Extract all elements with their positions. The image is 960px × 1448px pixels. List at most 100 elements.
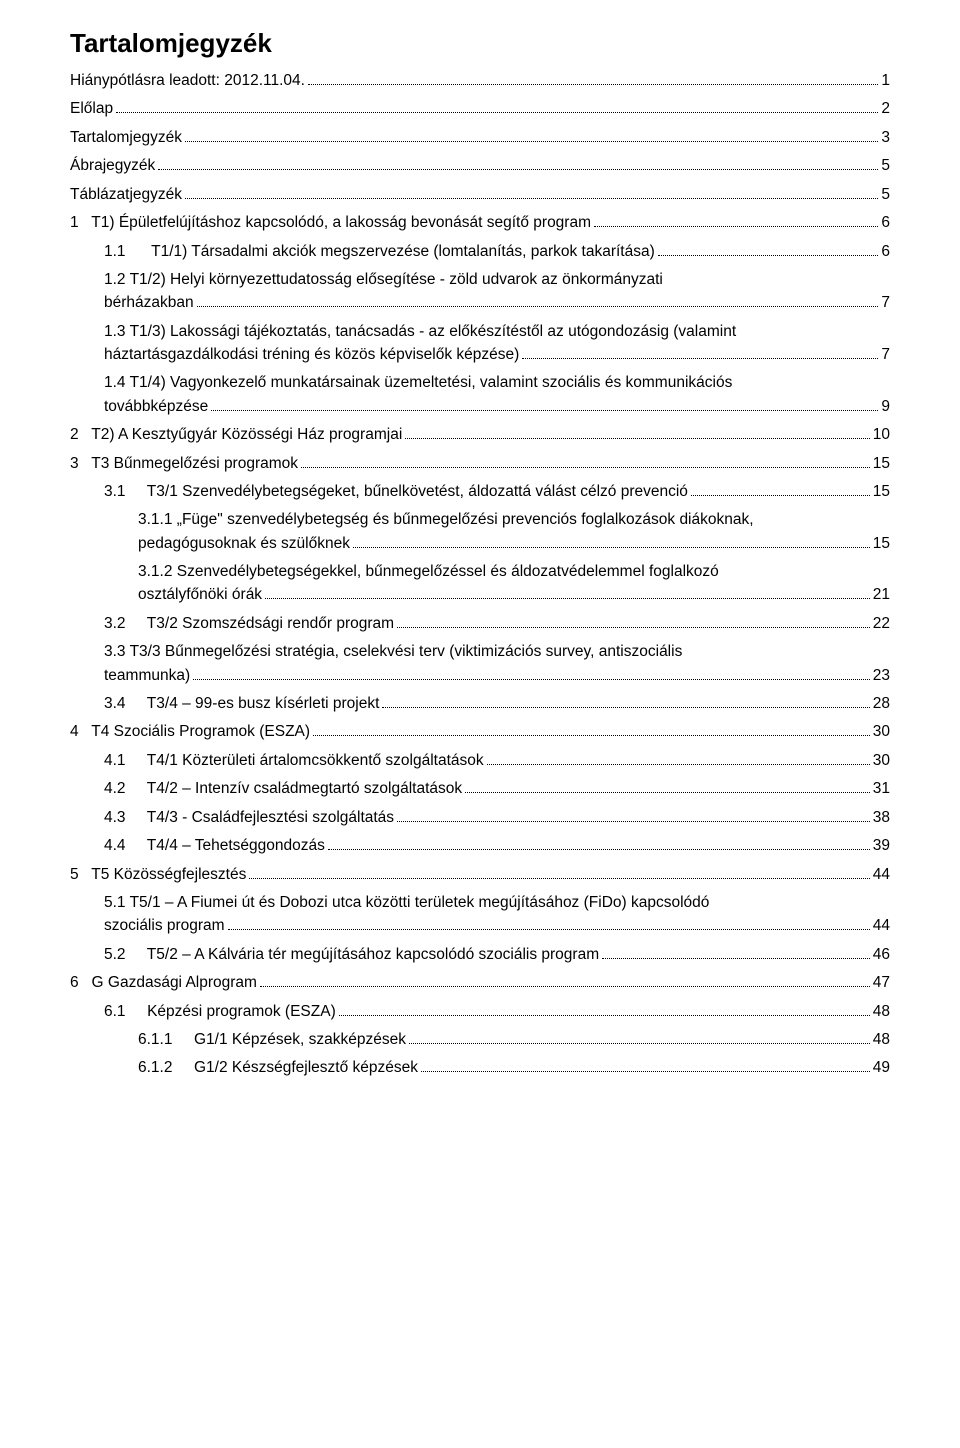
toc-entry-label: 3.4 T3/4 – 99-es busz kísérleti projekt	[104, 692, 379, 715]
toc-page-number: 1	[881, 69, 890, 92]
toc-page-number: 48	[873, 1028, 890, 1051]
toc-entry[interactable]: 1.4 T1/4) Vagyonkezelő munkatársainak üz…	[70, 371, 890, 418]
toc-page-number: 2	[881, 97, 890, 120]
toc-entry[interactable]: 5.2 T5/2 – A Kálvária tér megújításához …	[70, 943, 890, 966]
toc-leader	[265, 585, 870, 599]
toc-page-number: 44	[873, 914, 890, 937]
toc-entry-label: 1.3 T1/3) Lakossági tájékoztatás, tanács…	[104, 320, 890, 343]
toc-entry[interactable]: 4.2 T4/2 – Intenzív családmegtartó szolg…	[70, 777, 890, 800]
toc-page-number: 28	[873, 692, 890, 715]
toc-leader	[353, 534, 870, 548]
toc-entry[interactable]: 4.4 T4/4 – Tehetséggondozás 39	[70, 834, 890, 857]
toc-page-number: 48	[873, 1000, 890, 1023]
toc-entry-label: 1 T1) Épületfelújításhoz kapcsolódó, a l…	[70, 211, 591, 234]
toc-entry-label: 3.3 T3/3 Bűnmegelőzési stratégia, cselek…	[104, 640, 890, 663]
toc-entry-label: 1.2 T1/2) Helyi környezettudatosság elős…	[104, 268, 890, 291]
toc-page-number: 30	[873, 749, 890, 772]
toc-entry[interactable]: 6.1.1 G1/1 Képzések, szakképzések48	[70, 1028, 890, 1051]
toc-leader	[465, 779, 870, 793]
toc-page-number: 23	[873, 664, 890, 687]
toc-entry[interactable]: 3.2 T3/2 Szomszédsági rendőr program22	[70, 612, 890, 635]
toc-entry[interactable]: 6.1.2 G1/2 Készségfejlesztő képzések 49	[70, 1056, 890, 1079]
toc-entry-label: Előlap	[70, 97, 113, 120]
toc-entry[interactable]: Előlap 2	[70, 97, 890, 120]
toc-entry-label: továbbképzése	[104, 395, 208, 418]
toc-container: Hiánypótlásra leadott: 2012.11.04. 1 Előla…	[70, 69, 890, 1080]
toc-entry[interactable]: 3 T3 Bűnmegelőzési programok 15	[70, 452, 890, 475]
toc-page-number: 49	[873, 1056, 890, 1079]
toc-leader	[405, 425, 869, 439]
toc-page-number: 6	[881, 211, 890, 234]
toc-entry[interactable]: 5 T5 Közösségfejlesztés 44	[70, 863, 890, 886]
toc-leader	[487, 751, 870, 765]
toc-page-number: 15	[873, 452, 890, 475]
toc-leader	[260, 973, 870, 987]
toc-page-number: 39	[873, 834, 890, 857]
toc-entry[interactable]: 6 G Gazdasági Alprogram 47	[70, 971, 890, 994]
toc-entry-label: Táblázatjegyzék	[70, 183, 182, 206]
toc-entry-label: szociális program	[104, 914, 225, 937]
toc-leader	[301, 454, 870, 468]
toc-leader	[339, 1002, 870, 1016]
toc-entry-label: 4.4 T4/4 – Tehetséggondozás	[104, 834, 325, 857]
toc-leader	[691, 482, 870, 496]
toc-entry[interactable]: 4 T4 Szociális Programok (ESZA) 30	[70, 720, 890, 743]
toc-entry[interactable]: 2 T2) A Kesztyűgyár Közösségi Ház progra…	[70, 423, 890, 446]
toc-entry[interactable]: 1 T1) Épületfelújításhoz kapcsolódó, a l…	[70, 211, 890, 234]
toc-leader	[249, 865, 869, 879]
toc-entry-label: 5.1 T5/1 – A Fiumei út és Dobozi utca kö…	[104, 891, 890, 914]
toc-entry[interactable]: 1.2 T1/2) Helyi környezettudatosság elős…	[70, 268, 890, 315]
toc-entry[interactable]: 3.1.1 „Füge" szenvedélybetegség és bűnme…	[70, 508, 890, 555]
toc-entry-label: 3.2 T3/2 Szomszédsági rendőr program	[104, 612, 394, 635]
toc-entry-label: 4.2 T4/2 – Intenzív családmegtartó szolg…	[104, 777, 462, 800]
toc-leader	[328, 836, 870, 850]
toc-entry[interactable]: 5.1 T5/1 – A Fiumei út és Dobozi utca kö…	[70, 891, 890, 938]
toc-entry-label: 6.1 Képzési programok (ESZA)	[104, 1000, 336, 1023]
toc-entry[interactable]: 3.4 T3/4 – 99-es busz kísérleti projekt 2…	[70, 692, 890, 715]
toc-page-number: 38	[873, 806, 890, 829]
toc-entry-label: 6.1.2 G1/2 Készségfejlesztő képzések	[138, 1056, 418, 1079]
toc-page-number: 44	[873, 863, 890, 886]
toc-entry-label: bérházakban	[104, 291, 194, 314]
toc-page-number: 47	[873, 971, 890, 994]
toc-entry[interactable]: 6.1 Képzési programok (ESZA) 48	[70, 1000, 890, 1023]
toc-entry[interactable]: Táblázatjegyzék5	[70, 183, 890, 206]
toc-entry[interactable]: 3.3 T3/3 Bűnmegelőzési stratégia, cselek…	[70, 640, 890, 687]
toc-entry-label: Tartalomjegyzék	[70, 126, 182, 149]
toc-entry-label: Ábrajegyzék	[70, 154, 155, 177]
toc-page-number: 9	[881, 395, 890, 418]
toc-entry-label: 3 T3 Bűnmegelőzési programok	[70, 452, 298, 475]
toc-entry-label: 5.2 T5/2 – A Kálvária tér megújításához …	[104, 943, 599, 966]
toc-leader	[594, 213, 878, 227]
toc-entry[interactable]: 3.1.2 Szenvedélybetegségekkel, bűnmegelő…	[70, 560, 890, 607]
toc-entry-label: 6 G Gazdasági Alprogram	[70, 971, 257, 994]
toc-leader	[158, 156, 878, 170]
toc-page-number: 31	[873, 777, 890, 800]
toc-entry[interactable]: 1.3 T1/3) Lakossági tájékoztatás, tanács…	[70, 320, 890, 367]
toc-entry[interactable]: Hiánypótlásra leadott: 2012.11.04. 1	[70, 69, 890, 92]
toc-page-number: 15	[873, 532, 890, 555]
toc-page-number: 6	[881, 240, 890, 263]
toc-entry-label: 4.3 T4/3 - Családfejlesztési szolgáltatá…	[104, 806, 394, 829]
toc-leader	[313, 722, 870, 736]
toc-leader	[185, 185, 878, 199]
toc-entry-label: 1.1 T1/1) Társadalmi akciók megszervezés…	[104, 240, 655, 263]
toc-page-number: 15	[873, 480, 890, 503]
toc-entry[interactable]: Ábrajegyzék5	[70, 154, 890, 177]
toc-page-number: 30	[873, 720, 890, 743]
toc-entry[interactable]: 1.1 T1/1) Társadalmi akciók megszervezés…	[70, 240, 890, 263]
toc-entry-label: 4.1 T4/1 Közterületi ártalomcsökkentő sz…	[104, 749, 484, 772]
toc-entry[interactable]: 4.3 T4/3 - Családfejlesztési szolgáltatá…	[70, 806, 890, 829]
toc-leader	[397, 808, 870, 822]
toc-entry[interactable]: 3.1 T3/1 Szenvedélybetegségeket, bűnelkö…	[70, 480, 890, 503]
toc-entry-label: 4 T4 Szociális Programok (ESZA)	[70, 720, 310, 743]
toc-entry-label: osztályfőnöki órák	[138, 583, 262, 606]
toc-entry[interactable]: Tartalomjegyzék3	[70, 126, 890, 149]
toc-entry[interactable]: 4.1 T4/1 Közterületi ártalomcsökkentő sz…	[70, 749, 890, 772]
toc-leader	[602, 945, 870, 959]
toc-leader	[228, 916, 870, 930]
toc-page-number: 10	[873, 423, 890, 446]
toc-page-number: 7	[881, 343, 890, 366]
toc-entry-label: Hiánypótlásra leadott: 2012.11.04.	[70, 69, 305, 92]
toc-entry-label: 5 T5 Közösségfejlesztés	[70, 863, 246, 886]
